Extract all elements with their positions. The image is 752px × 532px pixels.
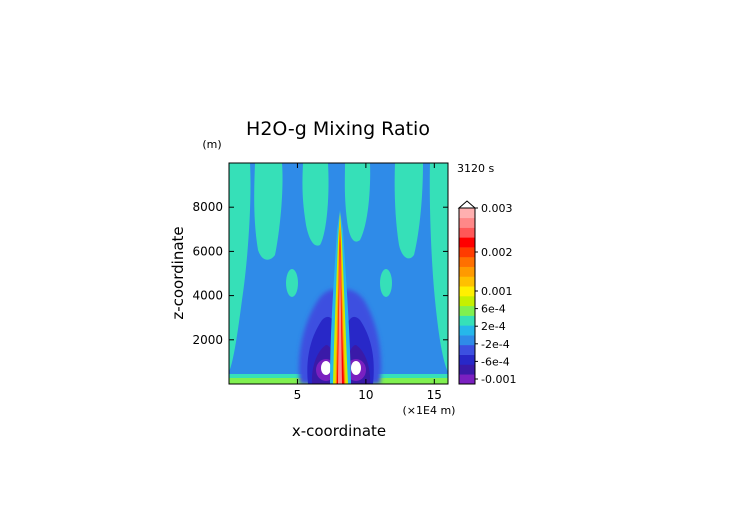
y-unit-label: (m) [202,138,221,151]
plot-frame [228,162,449,385]
colorbar-label: 0.001 [481,285,513,298]
plume-region [302,163,329,246]
plume-region [229,163,251,372]
colorbar-swatch [459,276,475,287]
colorbar-label: 2e-4 [481,320,506,333]
colorbar-swatch [459,344,475,355]
colorbar-swatch [459,305,475,316]
colorbar-swatch [459,286,475,297]
colorbar-swatch [459,237,475,248]
colorbar-label: -0.001 [481,373,516,386]
x-tick-label: 10 [358,388,373,402]
colorbar-swatch [459,247,475,258]
x-tick-label: 5 [294,388,302,402]
colorbar-swatch [459,256,475,267]
colorbar-label: -2e-4 [481,338,510,351]
colorbar-extend-arrow [457,200,477,209]
x-unit-label: (×1E4 m) [403,404,456,417]
y-axis-label: z-coordinate [169,226,187,319]
plume-region [254,163,283,260]
colorbar-swatch [459,335,475,346]
colorbar-swatch [459,266,475,277]
plume-region [344,163,371,242]
plume-region [394,163,423,259]
colorbar-label: 6e-4 [481,303,506,316]
negative-core [351,361,361,375]
colorbar-swatch [459,227,475,238]
y-tick-label: 2000 [192,333,223,347]
colorbar-swatch [459,315,475,326]
colorbar-label: 0.002 [481,246,513,259]
colorbar-swatch [459,217,475,228]
colorbar-label: 0.003 [481,202,513,215]
heatmap-field [229,163,448,384]
colorbar-swatch [459,374,475,385]
colorbar-swatch [459,208,475,219]
y-tick-label: 4000 [192,289,223,303]
colorbar-swatch [459,296,475,307]
axes: 5 10 15 2000 4000 6000 8000 [192,163,448,402]
plume-region [429,163,448,372]
plume-region [380,269,392,297]
column-region [338,245,342,384]
colorbar: 0.003 0.002 0.001 6e-4 2e-4 -2e-4 -6e-4 -0.001 [457,200,516,386]
plume-region [286,269,298,297]
colorbar-swatch [459,325,475,336]
y-tick-label: 6000 [192,244,223,258]
x-tick-label: 15 [427,388,442,402]
chart-title: H2O-g Mixing Ratio [246,118,430,140]
negative-core [321,361,331,375]
x-axis-label: x-coordinate [292,422,386,440]
y-tick-label: 8000 [192,200,223,214]
colorbar-frame [458,207,476,385]
time-label: 3120 s [457,162,494,175]
colorbar-label: -6e-4 [481,355,510,368]
colorbar-swatch [459,364,475,375]
colorbar-swatch [459,354,475,365]
